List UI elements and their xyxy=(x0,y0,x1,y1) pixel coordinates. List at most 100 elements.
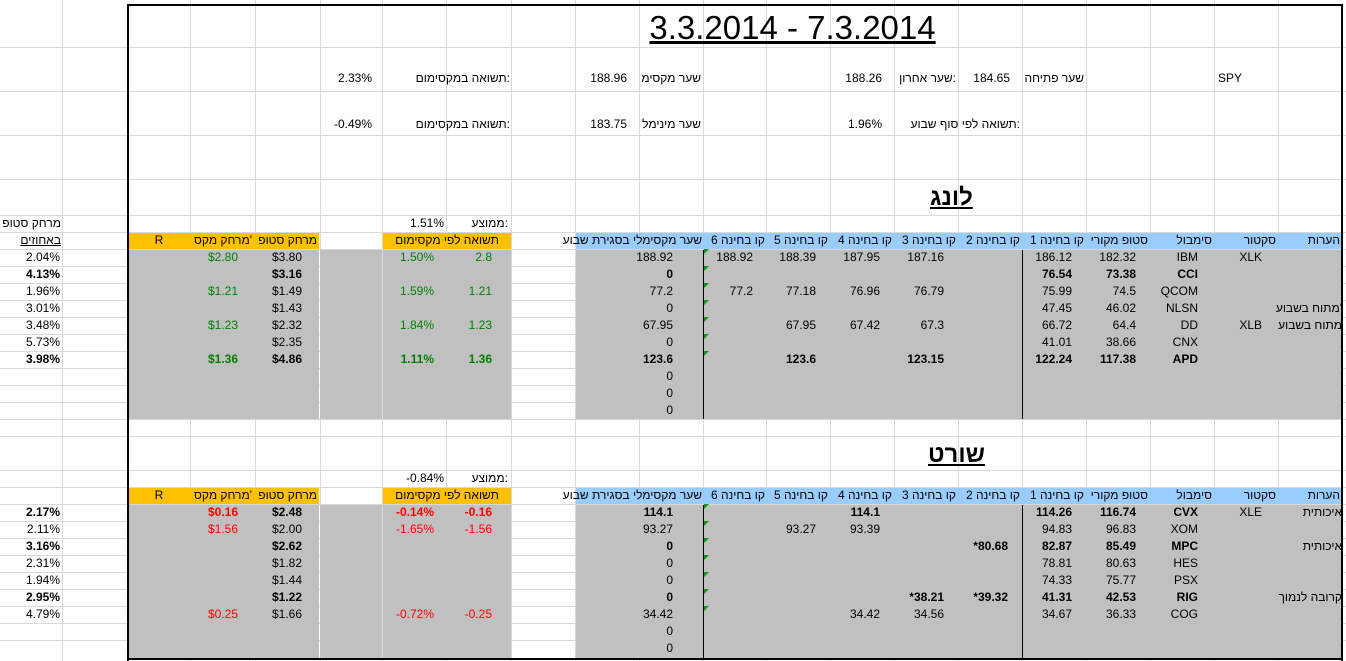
long-row-r-value[interactable] xyxy=(446,300,492,317)
spy-max-value[interactable]: 188.96 xyxy=(590,71,627,85)
long-row-symbol[interactable]: DD xyxy=(1180,318,1198,332)
short-row-stop-percent[interactable]: 2.17% xyxy=(25,505,60,519)
short-avg-value[interactable]: -0.84% xyxy=(405,471,444,485)
short-row-r-value[interactable] xyxy=(446,538,492,555)
long-row-return[interactable]: 1.59% xyxy=(399,284,434,298)
long-row-l6[interactable] xyxy=(703,266,753,283)
short-row-stop-percent[interactable]: 1.94% xyxy=(25,573,60,587)
short-row-r-value[interactable]: -0.16 xyxy=(464,505,492,519)
long-row-l2[interactable] xyxy=(958,249,1008,266)
long-row-l1[interactable]: 76.54 xyxy=(1041,267,1072,281)
short-row-return[interactable] xyxy=(382,589,434,606)
long-row-l5[interactable] xyxy=(766,266,816,283)
short-row-return[interactable] xyxy=(382,538,434,555)
short-row-return[interactable] xyxy=(382,572,434,589)
short-row-r-value[interactable] xyxy=(446,589,492,606)
long-row-symbol[interactable]: IBM xyxy=(1176,250,1198,264)
short-row-l4[interactable]: 34.42 xyxy=(849,607,880,621)
long-row-stop-distance[interactable]: $1.49 xyxy=(271,284,302,298)
long-row-return[interactable]: 1.84% xyxy=(399,318,434,332)
long-row-orig-stop[interactable]: 182.32 xyxy=(1099,250,1136,264)
short-row-orig-stop[interactable]: 96.83 xyxy=(1105,522,1136,536)
short-row-stop-distance[interactable]: $1.22 xyxy=(271,590,302,604)
long-row-return[interactable] xyxy=(382,266,434,283)
short-row-max-close-empty[interactable]: 0 xyxy=(666,641,673,655)
long-row-l2[interactable] xyxy=(958,300,1008,317)
short-row-stop-percent[interactable]: 3.16% xyxy=(25,539,60,553)
short-row-l3[interactable] xyxy=(894,504,944,521)
short-row-l1[interactable]: 78.81 xyxy=(1041,556,1072,570)
short-row-l2[interactable] xyxy=(958,504,1008,521)
short-row-l5[interactable] xyxy=(766,538,816,555)
short-row-symbol[interactable]: RIG xyxy=(1176,590,1198,604)
spy-max-return-value[interactable]: 2.33% xyxy=(337,71,372,85)
short-row-l5[interactable] xyxy=(766,555,816,572)
short-row-l4[interactable] xyxy=(830,555,880,572)
long-row-r-value[interactable]: 1.36 xyxy=(468,352,492,366)
long-row-max-close-empty[interactable]: 0 xyxy=(666,369,673,383)
long-row-max-close[interactable]: 123.6 xyxy=(642,352,673,366)
long-row-stop-distance[interactable]: $1.43 xyxy=(271,301,302,315)
short-row-orig-stop[interactable]: 36.33 xyxy=(1105,607,1136,621)
short-row-r-value[interactable] xyxy=(446,572,492,589)
long-row-l2[interactable] xyxy=(958,283,1008,300)
long-row-orig-stop[interactable]: 117.38 xyxy=(1099,352,1136,366)
spy-min-return-value[interactable]: -0.49% xyxy=(333,117,372,131)
short-row-max-distance[interactable] xyxy=(190,572,238,589)
short-row-l3[interactable] xyxy=(894,538,944,555)
long-row-l4[interactable] xyxy=(830,300,880,317)
long-row-max-close[interactable]: 77.2 xyxy=(649,284,673,298)
long-row-l3[interactable]: 123.15 xyxy=(907,352,944,366)
long-row-max-close[interactable]: 0 xyxy=(666,301,673,315)
long-row-r-value[interactable]: 1.23 xyxy=(468,318,492,332)
short-row-symbol[interactable]: COG xyxy=(1170,607,1198,621)
short-row-l6[interactable] xyxy=(703,504,753,521)
short-row-l4[interactable] xyxy=(830,538,880,555)
long-row-return[interactable] xyxy=(382,300,434,317)
long-row-stop-distance[interactable]: $4.86 xyxy=(271,352,302,366)
short-row-l5[interactable] xyxy=(766,572,816,589)
long-row-l5[interactable]: 77.18 xyxy=(785,284,816,298)
short-row-l5[interactable] xyxy=(766,606,816,623)
short-row-l2[interactable] xyxy=(958,555,1008,572)
short-row-stop-percent[interactable]: 2.11% xyxy=(26,522,60,536)
long-row-l2[interactable] xyxy=(958,317,1008,334)
spy-open-value[interactable]: 184.65 xyxy=(973,71,1010,85)
short-row-return[interactable] xyxy=(382,555,434,572)
short-row-l1[interactable]: 74.33 xyxy=(1041,573,1072,587)
short-row-max-close[interactable]: 0 xyxy=(666,556,673,570)
short-row-max-close[interactable]: 0 xyxy=(666,573,673,587)
short-row-return[interactable]: -0.14% xyxy=(395,505,434,519)
short-row-l2[interactable]: *39.32 xyxy=(973,590,1008,604)
short-row-l6[interactable] xyxy=(703,606,753,623)
long-row-r-value[interactable]: 2.8 xyxy=(475,250,492,264)
short-row-l6[interactable] xyxy=(703,555,753,572)
long-row-l1[interactable]: 186.12 xyxy=(1035,250,1072,264)
short-row-symbol[interactable]: PSX xyxy=(1173,573,1198,587)
long-row-l5[interactable]: 123.6 xyxy=(785,352,816,366)
long-row-max-distance[interactable]: $1.21 xyxy=(207,284,238,298)
long-row-l1[interactable]: 122.24 xyxy=(1035,352,1072,366)
long-row-r-value[interactable] xyxy=(446,334,492,351)
long-row-stop-distance[interactable]: $2.32 xyxy=(271,318,302,332)
long-row-max-close[interactable]: 0 xyxy=(666,267,673,281)
long-row-orig-stop[interactable]: 38.66 xyxy=(1105,335,1136,349)
short-row-stop-distance[interactable]: $1.44 xyxy=(271,573,302,587)
long-row-max-close-empty[interactable]: 0 xyxy=(666,403,673,417)
long-row-stop-percent[interactable]: 3.48% xyxy=(25,318,60,332)
short-row-stop-distance[interactable]: $2.62 xyxy=(271,539,302,553)
long-row-stop-percent[interactable]: 3.98% xyxy=(25,352,60,366)
short-row-max-close[interactable]: 114.1 xyxy=(643,505,673,519)
short-row-max-close[interactable]: 0 xyxy=(666,539,673,553)
short-row-symbol[interactable]: HES xyxy=(1173,556,1198,570)
long-row-l6[interactable] xyxy=(703,351,753,368)
short-row-l1[interactable]: 114.26 xyxy=(1035,505,1072,519)
long-row-max-close-empty[interactable]: 0 xyxy=(666,386,673,400)
long-row-l3[interactable] xyxy=(894,266,944,283)
short-row-l3[interactable] xyxy=(894,521,944,538)
short-row-stop-distance[interactable]: $1.82 xyxy=(271,556,302,570)
long-row-l2[interactable] xyxy=(958,334,1008,351)
long-row-l6[interactable]: 188.92 xyxy=(716,250,753,264)
short-row-l4[interactable]: 114.1 xyxy=(850,505,880,519)
